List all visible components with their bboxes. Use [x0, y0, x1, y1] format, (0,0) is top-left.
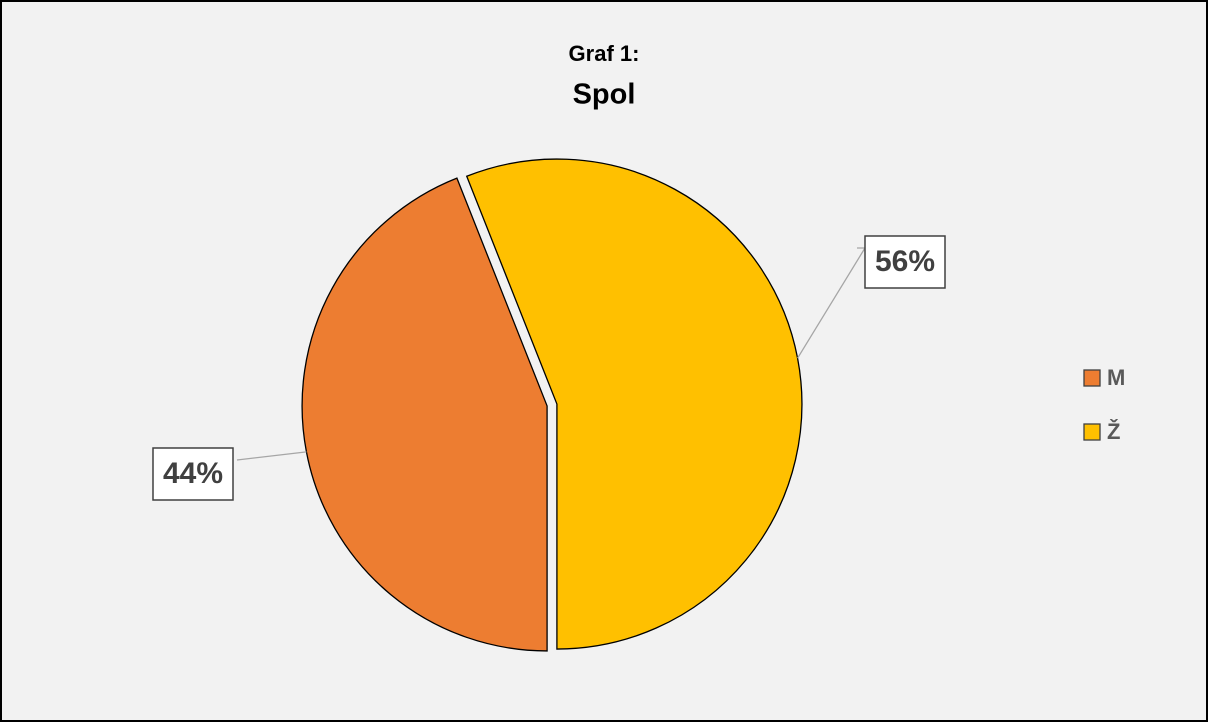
pie-slice: [465, 158, 803, 650]
pie-slice: [301, 177, 548, 652]
legend-label: Ž: [1107, 419, 1120, 444]
data-label-box: [152, 447, 234, 501]
data-label: 44%: [163, 457, 223, 490]
data-label: 56%: [875, 245, 935, 278]
data-label-box: [864, 235, 946, 289]
chart-title: Graf 1:: [569, 41, 640, 66]
leader-line: [236, 451, 307, 461]
legend-label: M: [1107, 365, 1125, 390]
legend-swatch: [1083, 423, 1101, 441]
legend-swatch: [1083, 369, 1101, 387]
chart-subtitle: Spol: [573, 79, 636, 111]
